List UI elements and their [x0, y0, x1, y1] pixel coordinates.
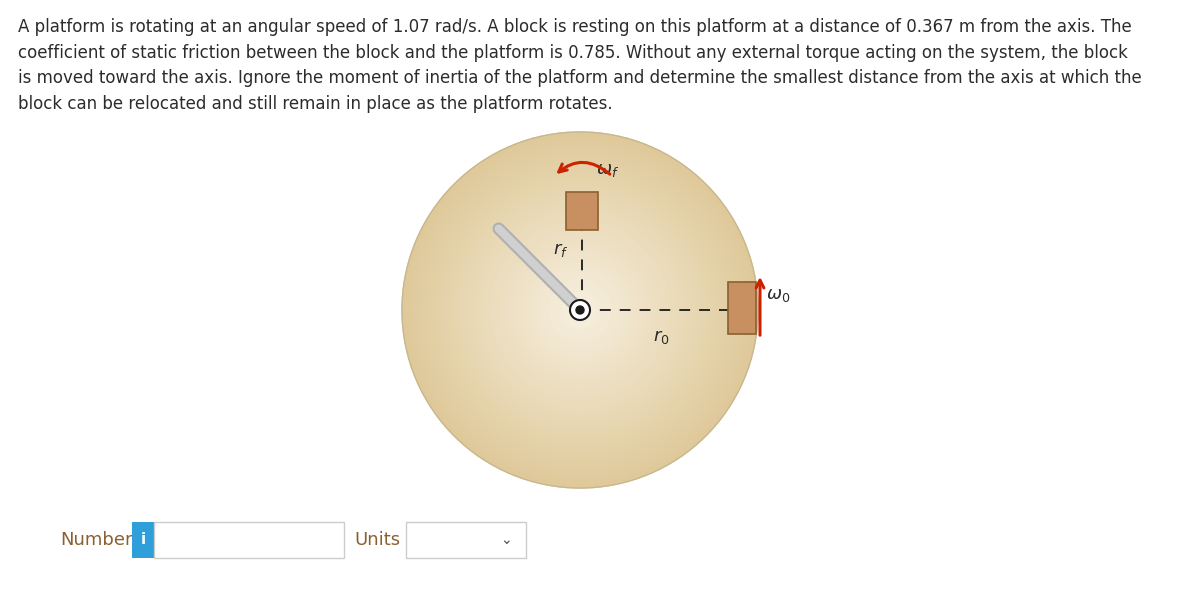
FancyBboxPatch shape	[154, 522, 344, 558]
Circle shape	[545, 274, 616, 346]
Circle shape	[474, 203, 687, 417]
Circle shape	[548, 279, 611, 341]
Circle shape	[571, 301, 589, 319]
Circle shape	[442, 172, 718, 448]
Circle shape	[531, 261, 629, 359]
Circle shape	[438, 168, 723, 452]
Circle shape	[429, 159, 731, 461]
Circle shape	[482, 212, 678, 408]
Circle shape	[509, 239, 652, 381]
Text: A platform is rotating at an angular speed of 1.07 rad/s. A block is resting on : A platform is rotating at an angular spe…	[18, 18, 1142, 113]
Circle shape	[477, 208, 683, 412]
Circle shape	[406, 136, 754, 484]
Circle shape	[513, 243, 647, 377]
Circle shape	[535, 265, 624, 355]
Circle shape	[433, 163, 726, 457]
FancyBboxPatch shape	[406, 522, 526, 558]
Text: $r_f$: $r_f$	[553, 241, 569, 259]
Text: Units: Units	[354, 531, 400, 549]
Text: Number: Number	[61, 531, 133, 549]
Circle shape	[451, 181, 709, 439]
Circle shape	[576, 306, 584, 314]
Circle shape	[424, 154, 736, 466]
FancyArrowPatch shape	[559, 162, 610, 174]
Text: $\omega_f$: $\omega_f$	[596, 161, 620, 179]
Circle shape	[518, 248, 642, 372]
FancyBboxPatch shape	[728, 282, 756, 334]
Text: $\omega_0$: $\omega_0$	[766, 286, 791, 304]
Circle shape	[540, 270, 620, 350]
Text: $r_0$: $r_0$	[653, 328, 669, 346]
FancyBboxPatch shape	[132, 522, 154, 558]
Circle shape	[500, 230, 660, 390]
Circle shape	[576, 306, 584, 314]
Text: i: i	[140, 533, 146, 547]
Circle shape	[446, 177, 713, 443]
Circle shape	[459, 190, 700, 430]
Circle shape	[570, 300, 590, 320]
Circle shape	[415, 145, 744, 475]
FancyBboxPatch shape	[566, 192, 598, 230]
Circle shape	[487, 217, 673, 403]
Circle shape	[420, 150, 741, 470]
Circle shape	[553, 283, 607, 337]
Circle shape	[566, 297, 594, 323]
Circle shape	[558, 288, 602, 332]
Circle shape	[464, 195, 696, 425]
Circle shape	[491, 221, 669, 399]
Circle shape	[495, 226, 665, 394]
Circle shape	[402, 132, 758, 488]
Circle shape	[563, 292, 598, 328]
Circle shape	[456, 186, 705, 434]
Circle shape	[522, 252, 637, 368]
Circle shape	[527, 256, 634, 364]
Circle shape	[411, 141, 749, 479]
Circle shape	[504, 234, 655, 386]
Text: ⌄: ⌄	[500, 533, 512, 547]
Circle shape	[469, 199, 691, 421]
